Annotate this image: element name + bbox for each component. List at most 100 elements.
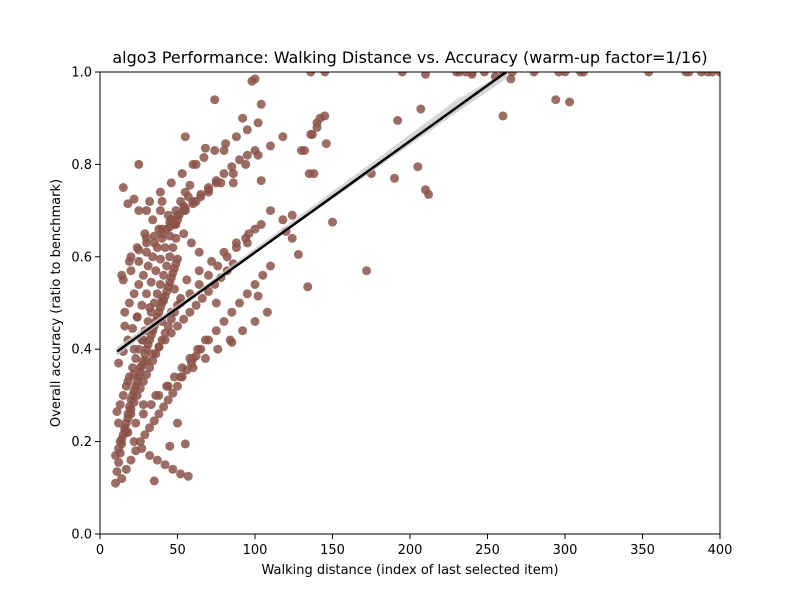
data-point bbox=[565, 97, 575, 107]
data-point bbox=[200, 143, 210, 153]
data-point bbox=[551, 95, 561, 105]
data-point bbox=[479, 72, 489, 77]
data-point bbox=[180, 132, 190, 142]
x-tick-label: 250 bbox=[475, 543, 500, 558]
x-axis: 0 50 100 150 200 250 300 350 400 bbox=[96, 534, 733, 558]
data-point bbox=[173, 254, 182, 264]
x-tick-label: 400 bbox=[708, 543, 733, 558]
data-point bbox=[169, 372, 179, 382]
data-point bbox=[250, 74, 260, 84]
data-point bbox=[362, 266, 372, 276]
data-point bbox=[140, 430, 150, 440]
data-point bbox=[219, 317, 229, 326]
data-point bbox=[188, 363, 198, 373]
data-point bbox=[134, 206, 144, 216]
data-point bbox=[131, 418, 141, 428]
data-point bbox=[250, 280, 260, 289]
data-point bbox=[137, 300, 147, 310]
data-point bbox=[114, 418, 124, 428]
data-point bbox=[211, 298, 221, 308]
data-point bbox=[134, 159, 144, 169]
data-point bbox=[138, 270, 148, 280]
data-point bbox=[148, 349, 158, 359]
data-point bbox=[137, 444, 147, 453]
data-point bbox=[244, 229, 254, 239]
data-point bbox=[397, 72, 407, 77]
data-point bbox=[278, 132, 288, 142]
data-point bbox=[138, 377, 148, 386]
x-tick-label: 300 bbox=[553, 543, 578, 558]
data-point bbox=[197, 293, 207, 303]
data-point bbox=[134, 256, 144, 266]
chart-title: algo3 Performance: Walking Distance vs. … bbox=[112, 48, 707, 67]
data-point bbox=[155, 187, 165, 197]
data-point bbox=[210, 146, 220, 155]
data-point bbox=[129, 344, 139, 354]
data-point bbox=[529, 72, 539, 77]
data-point bbox=[120, 307, 130, 317]
data-point bbox=[168, 243, 178, 253]
data-point bbox=[129, 437, 139, 447]
data-point bbox=[145, 423, 155, 433]
data-point bbox=[142, 356, 151, 366]
data-point bbox=[579, 72, 589, 77]
data-point bbox=[416, 104, 426, 114]
data-point bbox=[304, 169, 314, 179]
data-point bbox=[266, 206, 275, 216]
data-point bbox=[278, 215, 288, 225]
data-point bbox=[235, 298, 244, 308]
data-point bbox=[177, 363, 187, 373]
data-point bbox=[154, 224, 164, 234]
data-point bbox=[163, 381, 173, 391]
data-point bbox=[132, 390, 142, 400]
data-point bbox=[194, 280, 204, 289]
data-point bbox=[194, 247, 204, 257]
data-point bbox=[180, 439, 190, 449]
data-point bbox=[154, 342, 164, 352]
data-point bbox=[168, 388, 178, 398]
data-point bbox=[199, 153, 209, 162]
data-point bbox=[266, 261, 275, 271]
data-point bbox=[146, 277, 156, 287]
data-point bbox=[115, 437, 125, 447]
data-point bbox=[165, 252, 175, 262]
data-point bbox=[560, 72, 570, 77]
data-point bbox=[231, 238, 241, 248]
data-point bbox=[118, 183, 128, 192]
data-point bbox=[287, 233, 297, 243]
data-point bbox=[227, 337, 237, 347]
data-point bbox=[162, 261, 172, 271]
data-point bbox=[196, 344, 206, 354]
data-point bbox=[242, 150, 252, 160]
data-point bbox=[146, 400, 156, 410]
data-point bbox=[111, 478, 120, 488]
data-point bbox=[644, 72, 654, 77]
data-point bbox=[306, 72, 316, 77]
data-point bbox=[200, 353, 210, 363]
data-point bbox=[256, 220, 266, 229]
data-point bbox=[118, 390, 128, 400]
data-point bbox=[138, 400, 148, 410]
data-point bbox=[228, 169, 238, 179]
data-point bbox=[256, 176, 266, 186]
data-point bbox=[128, 323, 138, 333]
data-point bbox=[173, 381, 182, 391]
x-tick-label: 100 bbox=[243, 543, 268, 558]
data-point bbox=[157, 196, 167, 206]
data-point bbox=[241, 159, 251, 169]
data-point bbox=[320, 72, 330, 77]
data-point bbox=[242, 238, 252, 248]
data-point bbox=[196, 189, 206, 199]
data-point bbox=[112, 467, 122, 477]
data-point bbox=[188, 353, 198, 363]
data-point bbox=[191, 300, 201, 310]
data-point bbox=[154, 409, 164, 419]
data-point bbox=[176, 372, 186, 382]
data-point bbox=[145, 196, 155, 206]
data-point bbox=[231, 132, 241, 142]
data-point bbox=[238, 113, 248, 123]
data-point bbox=[211, 326, 221, 336]
data-point bbox=[163, 321, 173, 331]
